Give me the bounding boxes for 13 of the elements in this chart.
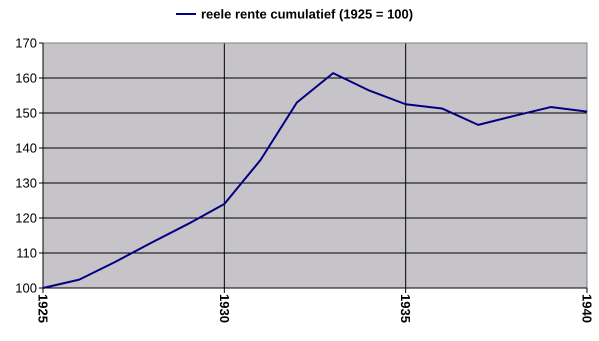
- x-tick-label: 1925: [35, 294, 50, 323]
- x-tick-label: 1940: [579, 294, 594, 323]
- y-tick-label: 100: [15, 280, 37, 296]
- x-tick-label: 1930: [216, 294, 232, 323]
- y-tick-label: 120: [15, 210, 37, 226]
- y-tick-label: 130: [15, 176, 37, 191]
- legend-label: reele rente cumulatief (1925 = 100): [201, 6, 414, 22]
- y-tick-label: 140: [15, 140, 37, 156]
- x-tick-label: 1935: [398, 294, 414, 323]
- y-tick-label: 150: [15, 106, 37, 121]
- y-tick-label: 160: [15, 70, 37, 86]
- y-tick-label: 170: [15, 36, 37, 51]
- y-tick-label: 110: [16, 246, 37, 261]
